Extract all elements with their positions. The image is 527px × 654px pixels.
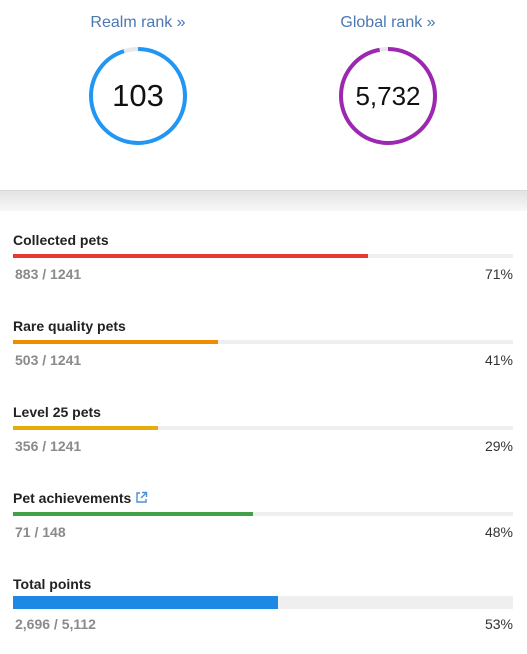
stat-percent: 53% — [484, 616, 513, 632]
realm-rank-value: 103 — [112, 78, 164, 113]
stat-label-row: Pet achievements — [13, 490, 148, 507]
stat-rare-quality-pets: Rare quality pets 503 / 1241 41% — [13, 297, 513, 383]
stat-label: Pet achievements — [13, 490, 132, 506]
progress-track — [13, 596, 513, 609]
stat-count: 883 / 1241 — [15, 266, 82, 282]
realm-ring-arc — [89, 47, 187, 145]
progress-fill — [13, 254, 368, 258]
stat-pet-achievements: Pet achievements 71 / 148 48% — [13, 469, 513, 555]
ranks-section: Realm rank » 103 Global rank » 5,732 — [0, 0, 527, 190]
realm-rank-ring: 103 — [86, 44, 190, 148]
global-rank-link[interactable]: Global rank » — [340, 14, 436, 31]
stat-label: Total points — [13, 576, 92, 592]
global-rank-ring: 5,732 — [336, 44, 440, 148]
global-ring-arc — [339, 47, 437, 145]
stat-label: Rare quality pets — [13, 318, 126, 334]
stat-count: 2,696 / 5,112 — [15, 616, 96, 632]
section-divider — [0, 190, 527, 211]
progress-fill — [13, 426, 158, 430]
stat-count: 356 / 1241 — [15, 438, 82, 454]
stat-label: Collected pets — [13, 232, 109, 248]
progress-fill — [13, 512, 253, 516]
progress-fill — [13, 340, 218, 344]
stat-percent: 29% — [484, 438, 513, 454]
progress-track — [13, 254, 513, 258]
progress-track — [13, 512, 513, 516]
stat-percent: 41% — [484, 352, 513, 368]
progress-track — [13, 426, 513, 430]
realm-ring-svg — [89, 47, 187, 145]
stat-label: Level 25 pets — [13, 404, 101, 420]
stat-collected-pets: Collected pets 883 / 1241 71% — [13, 211, 513, 297]
stats-list: Collected pets 883 / 1241 71% Rare quali… — [0, 211, 527, 641]
stat-count: 503 / 1241 — [15, 352, 82, 368]
realm-rank-link[interactable]: Realm rank » — [90, 14, 186, 31]
progress-fill — [13, 596, 278, 609]
progress-track — [13, 340, 513, 344]
stat-total-points: Total points 2,696 / 5,112 53% — [13, 555, 513, 641]
global-ring-svg — [339, 47, 437, 145]
global-rank: Global rank » 5,732 — [298, 0, 478, 148]
stat-count: 71 / 148 — [15, 524, 66, 540]
stat-percent: 48% — [484, 524, 513, 540]
stat-percent: 71% — [484, 266, 513, 282]
external-link-icon[interactable] — [135, 491, 148, 507]
stat-level-25-pets: Level 25 pets 356 / 1241 29% — [13, 383, 513, 469]
realm-rank: Realm rank » 103 — [48, 0, 228, 148]
global-rank-value: 5,732 — [355, 81, 421, 111]
